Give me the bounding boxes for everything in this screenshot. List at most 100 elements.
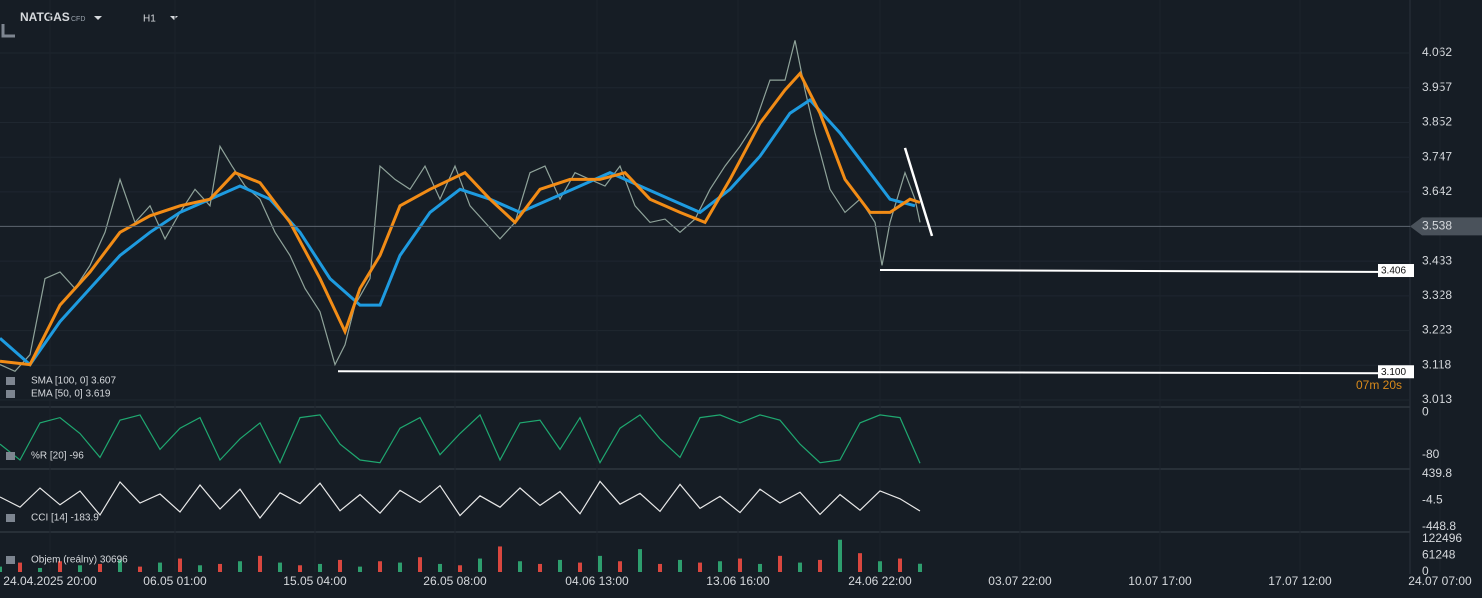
symbol-dropdown[interactable] xyxy=(94,16,102,20)
level-badge xyxy=(1378,365,1414,379)
y-tick-label: 4.062 xyxy=(1422,45,1452,59)
volume-bar xyxy=(718,561,722,572)
series-line xyxy=(0,40,921,373)
x-tick-label: 24.07 07:00 xyxy=(1408,574,1472,588)
y-tick-label: 61248 xyxy=(1422,548,1456,562)
current-price-label: 3.538 xyxy=(1422,219,1452,233)
volume-bar xyxy=(18,562,22,572)
y-tick-label: 0 xyxy=(1422,404,1429,418)
symbol[interactable]: NATGAS xyxy=(20,10,70,24)
volume-bar xyxy=(618,561,622,572)
y-tick-label: 3.747 xyxy=(1422,149,1452,163)
volume-bar xyxy=(0,566,2,572)
volume-bar xyxy=(498,546,502,572)
volume-bar xyxy=(678,559,682,572)
legend-entry: SMA [100, 0] 3.607 xyxy=(31,376,116,387)
volume-bar xyxy=(558,559,562,572)
legend-icon xyxy=(6,390,15,398)
x-tick-label: 17.07 12:00 xyxy=(1268,574,1332,588)
volume-bar xyxy=(238,561,242,572)
x-tick-label: 13.06 16:00 xyxy=(706,574,770,588)
series-line xyxy=(0,70,921,367)
volume-bar xyxy=(78,565,82,572)
volume-bar xyxy=(158,562,162,572)
volume-bar xyxy=(398,562,402,572)
volume-bar xyxy=(198,565,202,572)
volume-bar xyxy=(458,565,462,572)
y-tick-label: -80 xyxy=(1422,447,1440,461)
y-tick-label: 3.957 xyxy=(1422,80,1452,94)
legend-entry: Objem (reálny) 30696 xyxy=(31,555,128,566)
volume-bar xyxy=(178,558,182,572)
volume-bar xyxy=(518,561,522,572)
current-price-badge xyxy=(1410,217,1482,236)
legend-entry: %R [20] -96 xyxy=(31,451,84,462)
level-line xyxy=(879,269,1411,274)
y-tick-label: 3.328 xyxy=(1422,288,1452,302)
x-tick-label: 24.06 22:00 xyxy=(848,574,912,588)
volume-bar xyxy=(338,559,342,572)
volume-bar xyxy=(258,555,262,572)
y-tick-label: 122496 xyxy=(1422,531,1462,545)
volume-bar xyxy=(318,563,322,572)
y-tick-label: 3.118 xyxy=(1422,357,1451,371)
volume-bar xyxy=(918,563,922,572)
x-tick-label: 26.05 08:00 xyxy=(423,574,487,588)
volume-bar xyxy=(598,555,602,572)
legend-icon xyxy=(6,514,15,522)
y-tick-label: 439.8 xyxy=(1422,466,1452,480)
level-label: 3.406 xyxy=(1381,266,1406,277)
volume-bar xyxy=(778,555,782,572)
volume-bar xyxy=(278,562,282,572)
y-tick-label: 3.013 xyxy=(1422,392,1452,406)
level-label: 3.100 xyxy=(1381,367,1406,378)
volume-bar xyxy=(478,558,482,572)
x-tick-label: 03.07 22:00 xyxy=(988,574,1052,588)
legend-entry: EMA [50, 0] 3.619 xyxy=(31,389,111,400)
instrument-type: CFD xyxy=(71,16,85,23)
volume-bar xyxy=(838,539,842,572)
y-tick-label: 3.852 xyxy=(1422,115,1452,129)
volume-bar xyxy=(358,566,362,572)
volume-bar xyxy=(118,559,122,572)
legend-icon xyxy=(6,452,15,460)
series-line xyxy=(0,98,916,367)
legend-icon xyxy=(6,556,15,564)
volume-bar xyxy=(578,562,582,572)
x-tick-label: 24.04.2025 20:00 xyxy=(3,574,97,588)
legend-entry: CCI [14] -183.9 xyxy=(31,513,99,524)
trendline xyxy=(903,147,934,237)
volume-bar xyxy=(858,553,862,572)
x-tick-label: 06.05 01:00 xyxy=(143,574,207,588)
countdown: 07m 20s xyxy=(1356,378,1402,392)
x-tick-label: 15.05 04:00 xyxy=(283,574,347,588)
y-tick-label: -448.8 xyxy=(1422,519,1456,533)
corner-icon xyxy=(1,24,15,38)
volume-bar xyxy=(98,563,102,572)
legend-icon xyxy=(6,377,15,385)
x-tick-label: 04.06 13:00 xyxy=(565,574,629,588)
volume-bar xyxy=(878,561,882,572)
volume-bar xyxy=(218,563,222,572)
timeframe[interactable]: H1 xyxy=(143,14,156,25)
volume-bar xyxy=(38,567,42,572)
level-badge xyxy=(1378,264,1414,278)
volume-bar xyxy=(298,565,302,572)
timeframe-dropdown[interactable] xyxy=(170,16,178,20)
level-line xyxy=(337,370,1411,375)
volume-bar xyxy=(898,558,902,572)
volume-bar xyxy=(418,557,422,572)
volume-bar xyxy=(738,558,742,572)
volume-bar xyxy=(138,566,142,572)
volume-bar xyxy=(658,563,662,572)
y-tick-label: 3.223 xyxy=(1422,323,1452,337)
volume-bar xyxy=(378,561,382,572)
series-line xyxy=(0,413,921,465)
volume-bar xyxy=(438,563,442,572)
volume-bar xyxy=(638,549,642,572)
volume-bar xyxy=(538,563,542,572)
volume-bar xyxy=(698,562,702,572)
y-tick-label: 3.433 xyxy=(1422,253,1452,267)
